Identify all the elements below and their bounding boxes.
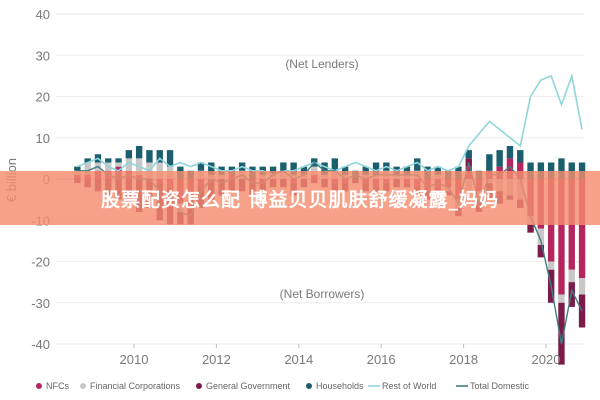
bar-government (568, 282, 575, 307)
x-tick-label: 2014 (284, 352, 313, 367)
legend-item-financial: Financial Corporations (80, 381, 181, 391)
bar-households (166, 150, 174, 167)
bar-households (558, 158, 565, 179)
legend: NFCs Financial Corporations General Govern… (36, 381, 530, 391)
bar-households (547, 162, 555, 179)
overlay-banner-text: 股票配资怎么配 博益贝贝肌肤舒缓凝露_妈妈 (100, 188, 500, 211)
bar-households (300, 166, 308, 175)
legend-label-rest_of_world: Rest of World (382, 381, 436, 391)
bar-government (558, 302, 565, 365)
overlay-banner: 股票配资怎么配 博益贝贝肌肤舒缓凝露_妈妈 (0, 171, 600, 225)
bar-households (156, 150, 163, 163)
bar-financial (311, 166, 318, 175)
bar-households (527, 162, 534, 179)
x-tick-label: 2020 (532, 352, 561, 367)
legend-label-government: General Government (206, 381, 291, 391)
x-tick-label: 2010 (120, 352, 149, 367)
bar-households (362, 166, 369, 175)
y-tick-label: 20 (36, 90, 50, 105)
bar-households (496, 150, 503, 167)
annotation-net-lenders: (Net Lenders) (285, 57, 358, 71)
bar-financial (125, 158, 133, 171)
bar-households (146, 150, 153, 163)
legend-item-government: General Government (196, 381, 291, 391)
bar-financial (547, 261, 555, 270)
bar-households (341, 166, 349, 175)
y-tick-label: 10 (36, 131, 50, 146)
bar-nfcs (578, 179, 586, 278)
bar-households (331, 158, 339, 171)
x-axis: 2010 2012 2014 2016 2018 2020 (120, 344, 561, 367)
y-tick-label: 40 (36, 7, 50, 22)
series-line-rest_of_world (77, 72, 583, 176)
bar-households (290, 162, 297, 175)
bar-financial (84, 162, 91, 175)
legend-item-households: Households (306, 381, 364, 391)
bar-households (125, 150, 133, 159)
bar-households (269, 166, 277, 175)
legend-label-financial: Financial Corporations (90, 381, 181, 391)
bar-households (372, 162, 380, 175)
legend-swatch-nfcs (36, 383, 42, 389)
bar-households (321, 162, 328, 175)
legend-swatch-financial (80, 383, 86, 389)
bar-financial (115, 162, 122, 167)
bar-households (537, 162, 545, 179)
bar-households (403, 166, 411, 175)
bar-households (74, 166, 81, 171)
annotation-net-borrowers: (Net Borrowers) (280, 287, 365, 301)
x-tick-label: 2016 (367, 352, 396, 367)
bar-households (84, 158, 91, 163)
x-tick-label: 2018 (449, 352, 478, 367)
bar-households (197, 162, 205, 171)
bar-government (578, 294, 586, 328)
bar-households (486, 154, 493, 171)
bar-financial (568, 269, 575, 283)
bar-households (506, 146, 514, 159)
bar-financial (537, 228, 545, 245)
legend-item-nfcs: NFCs (36, 381, 69, 391)
bar-households (568, 162, 575, 179)
bar-financial (558, 294, 565, 303)
bar-government (527, 224, 534, 233)
bar-nfcs (517, 162, 524, 179)
y-axis: -40-30-20-10010203040 (31, 7, 50, 352)
bar-financial (156, 162, 163, 179)
legend-item-total_domestic: Total Domestic (456, 381, 530, 391)
y-tick-label: -30 (31, 296, 50, 311)
legend-swatch-government (196, 383, 202, 389)
legend-label-nfcs: NFCs (46, 381, 69, 391)
bar-households (105, 158, 112, 163)
legend-swatch-households (306, 383, 312, 389)
legend-item-rest_of_world: Rest of World (368, 381, 436, 391)
bar-households (135, 146, 143, 159)
bar-households (434, 166, 442, 175)
bar-households (208, 162, 215, 175)
bar-households (578, 162, 586, 179)
bar-nfcs (506, 158, 514, 179)
bar-financial (578, 278, 586, 295)
y-tick-label: -40 (31, 337, 50, 352)
y-tick-label: 30 (36, 48, 50, 63)
bar-households (414, 158, 421, 171)
bar-households (517, 150, 524, 163)
legend-label-households: Households (316, 381, 364, 391)
x-tick-label: 2012 (202, 352, 231, 367)
bar-households (465, 150, 472, 159)
bar-government (537, 245, 545, 258)
legend-label-total_domestic: Total Domestic (470, 381, 530, 391)
y-tick-label: -20 (31, 255, 50, 270)
bar-households (280, 162, 287, 171)
bar-nfcs (558, 179, 565, 295)
bar-households (115, 158, 122, 163)
